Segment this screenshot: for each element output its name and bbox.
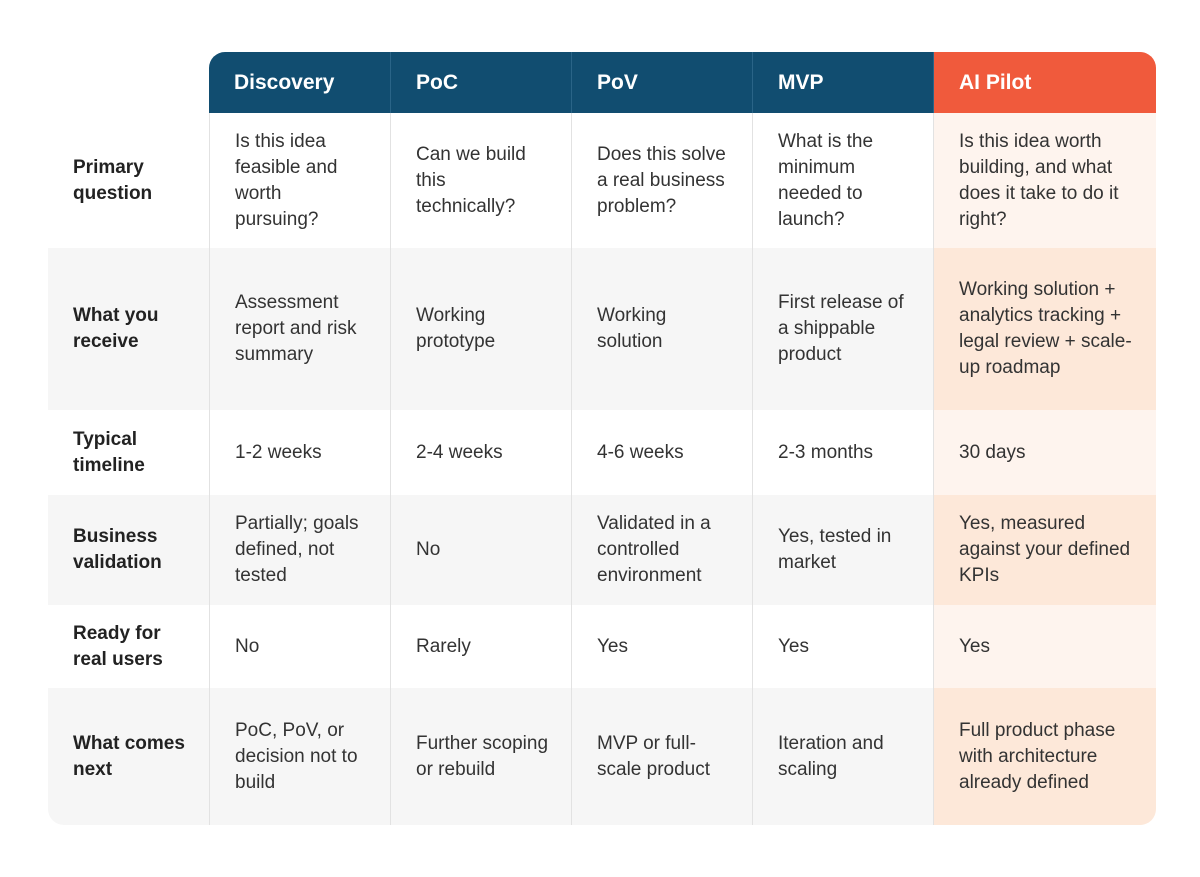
- table-cell: What is the minimum needed to launch?: [752, 113, 933, 248]
- table-cell: Yes: [571, 605, 752, 688]
- table-cell: PoC, PoV, or decision not to build: [209, 688, 390, 825]
- table-cell: Working solution: [571, 248, 752, 410]
- column-header: PoC: [390, 52, 571, 113]
- table-cell: Yes: [752, 605, 933, 688]
- table-cell: First release of a shippable product: [752, 248, 933, 410]
- table-cell: Rarely: [390, 605, 571, 688]
- table-cell: 2-4 weeks: [390, 410, 571, 495]
- table-cell: Yes, measured against your defined KPIs: [933, 495, 1156, 605]
- row-label: Ready for real users: [48, 605, 209, 688]
- row-label: Primary question: [48, 113, 209, 248]
- table-cell: Is this idea feasible and worth pursuing…: [209, 113, 390, 248]
- table-cell: Yes, tested in market: [752, 495, 933, 605]
- table-cell: Validated in a controlled environment: [571, 495, 752, 605]
- column-header: PoV: [571, 52, 752, 113]
- table-cell: Yes: [933, 605, 1156, 688]
- table-cell: Can we build this technically?: [390, 113, 571, 248]
- table-cell: Working solution + analytics tracking + …: [933, 248, 1156, 410]
- table-cell: Working prototype: [390, 248, 571, 410]
- row-label: Business validation: [48, 495, 209, 605]
- table-cell: Iteration and scaling: [752, 688, 933, 825]
- row-label: What comes next: [48, 688, 209, 825]
- table-cell: Is this idea worth building, and what do…: [933, 113, 1156, 248]
- table-cell: Further scoping or rebuild: [390, 688, 571, 825]
- table-cell: 2-3 months: [752, 410, 933, 495]
- table-cell: Partially; goals defined, not tested: [209, 495, 390, 605]
- row-label: What you receive: [48, 248, 209, 410]
- table-cell: Assessment report and risk summary: [209, 248, 390, 410]
- table-cell: Does this solve a real business problem?: [571, 113, 752, 248]
- table-cell: 30 days: [933, 410, 1156, 495]
- column-header: AI Pilot: [933, 52, 1156, 113]
- table-cell: No: [390, 495, 571, 605]
- table-cell: MVP or full-scale product: [571, 688, 752, 825]
- column-header: Discovery: [209, 52, 390, 113]
- row-label: Typical timeline: [48, 410, 209, 495]
- column-header: MVP: [752, 52, 933, 113]
- table-cell: 4-6 weeks: [571, 410, 752, 495]
- table-cell: 1-2 weeks: [209, 410, 390, 495]
- table-cell: Full product phase with architecture alr…: [933, 688, 1156, 825]
- table-cell: No: [209, 605, 390, 688]
